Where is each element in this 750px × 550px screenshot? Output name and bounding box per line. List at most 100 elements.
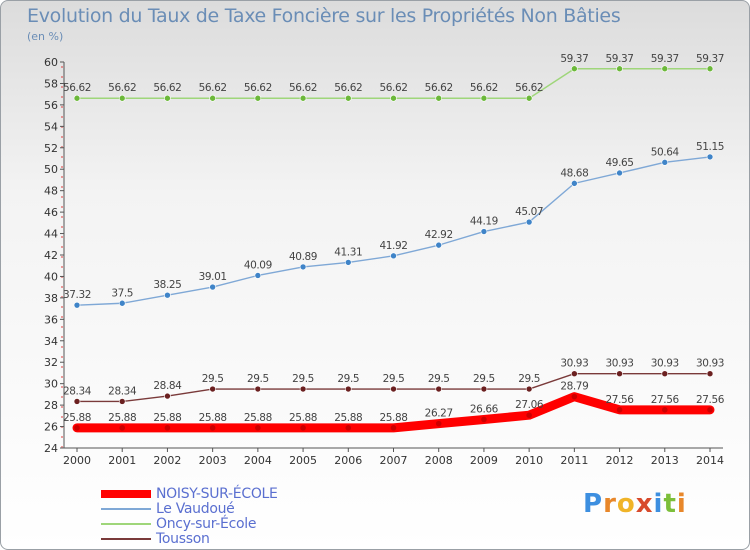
y-tick-label: 50 [44, 163, 58, 176]
y-tick-label: 52 [44, 142, 58, 155]
y-tick-label: 40 [44, 270, 58, 283]
data-label: 26.27 [425, 408, 453, 420]
y-tick-label: 38 [44, 292, 58, 305]
x-tick-label: 2008 [425, 454, 453, 467]
y-tick-label: 26 [44, 421, 58, 434]
logo-letter: r [603, 489, 617, 519]
logo-letter: i [653, 489, 664, 519]
data-label: 29.5 [428, 373, 450, 385]
y-tick-label: 56 [44, 99, 58, 112]
data-label: 59.37 [651, 53, 679, 65]
data-label: 56.62 [108, 82, 136, 94]
data-label: 29.5 [383, 373, 405, 385]
data-label: 25.88 [379, 412, 407, 424]
data-label: 50.64 [651, 146, 680, 158]
data-point [435, 385, 443, 393]
data-point [661, 65, 669, 73]
data-point [344, 385, 352, 393]
data-point [706, 370, 714, 377]
data-label: 56.62 [515, 82, 543, 94]
data-point [615, 406, 624, 414]
proxiti-logo: Proxiti [583, 489, 687, 519]
data-label: 25.88 [153, 412, 181, 424]
x-tick-label: 2013 [651, 454, 679, 467]
data-point [661, 406, 669, 414]
data-point [73, 301, 81, 309]
data-label: 56.62 [470, 82, 498, 94]
data-label: 59.37 [696, 53, 724, 65]
data-point [209, 94, 216, 102]
data-point [390, 94, 397, 102]
data-point [480, 228, 488, 235]
logo-letter: t [663, 489, 677, 519]
data-point [254, 424, 262, 432]
data-point [118, 94, 126, 102]
x-tick-label: 2009 [470, 454, 498, 467]
legend-label: Le Vaudoué [156, 501, 235, 517]
data-point [299, 385, 307, 393]
y-tick-label: 48 [44, 185, 58, 198]
x-tick-label: 2010 [515, 454, 543, 467]
data-point [118, 424, 126, 432]
data-point [254, 385, 262, 393]
data-point [164, 291, 171, 299]
data-label: 59.37 [606, 53, 634, 65]
data-point [209, 385, 216, 393]
data-label: 51.15 [696, 141, 724, 153]
data-point [118, 299, 126, 307]
data-point [344, 94, 352, 102]
data-label: 37.32 [63, 289, 91, 301]
data-point [164, 94, 171, 102]
data-point [299, 424, 307, 432]
logo-letter: P [583, 489, 604, 519]
data-label: 28.84 [153, 380, 182, 392]
data-label: 25.88 [289, 412, 317, 424]
data-label: 41.31 [334, 246, 362, 258]
data-point [344, 259, 352, 266]
data-label: 38.25 [153, 279, 181, 291]
data-label: 56.62 [199, 82, 227, 94]
data-label: 56.62 [63, 82, 91, 94]
y-tick-label: 46 [44, 206, 58, 219]
data-label: 40.09 [244, 259, 272, 271]
y-tick-label: 32 [44, 356, 58, 369]
x-tick-label: 2004 [244, 454, 272, 467]
data-point [480, 94, 488, 102]
data-label: 30.93 [560, 358, 588, 370]
data-point [706, 65, 714, 73]
data-point [73, 398, 81, 405]
data-point [525, 94, 533, 102]
chart-title: Evolution du Taux de Taxe Foncière sur l… [27, 5, 621, 27]
data-point [299, 94, 307, 102]
data-point [118, 398, 126, 405]
logo-letter: x [635, 489, 654, 519]
data-point [661, 159, 669, 166]
data-label: 29.5 [518, 373, 540, 385]
legend-label: Tousson [156, 531, 210, 547]
x-tick-label: 2002 [153, 454, 181, 467]
data-label: 27.06 [515, 399, 544, 411]
y-tick-label: 58 [44, 77, 58, 90]
data-label: 29.5 [337, 373, 359, 385]
data-label: 30.93 [696, 358, 724, 370]
x-tick-label: 2000 [63, 454, 91, 467]
legend-label: Oncy-sur-École [156, 516, 257, 532]
data-point [344, 424, 352, 432]
data-point [661, 370, 669, 377]
y-unit-label: (en %) [27, 30, 64, 43]
data-label: 56.62 [425, 82, 453, 94]
x-tick-label: 2012 [606, 454, 634, 467]
logo-letter: i [676, 489, 687, 519]
data-point [571, 65, 578, 73]
data-label: 25.88 [199, 412, 227, 424]
legend-label: NOISY-SUR-ÉCOLE [156, 486, 278, 502]
data-point [616, 65, 623, 73]
data-label: 29.5 [247, 373, 269, 385]
data-label: 37.5 [111, 287, 133, 299]
data-label: 42.92 [425, 229, 453, 241]
data-label: 39.01 [199, 271, 227, 283]
legend-swatch [101, 523, 151, 525]
x-tick-label: 2011 [560, 454, 588, 467]
y-tick-label: 54 [44, 120, 58, 133]
x-tick-label: 2001 [108, 454, 136, 467]
